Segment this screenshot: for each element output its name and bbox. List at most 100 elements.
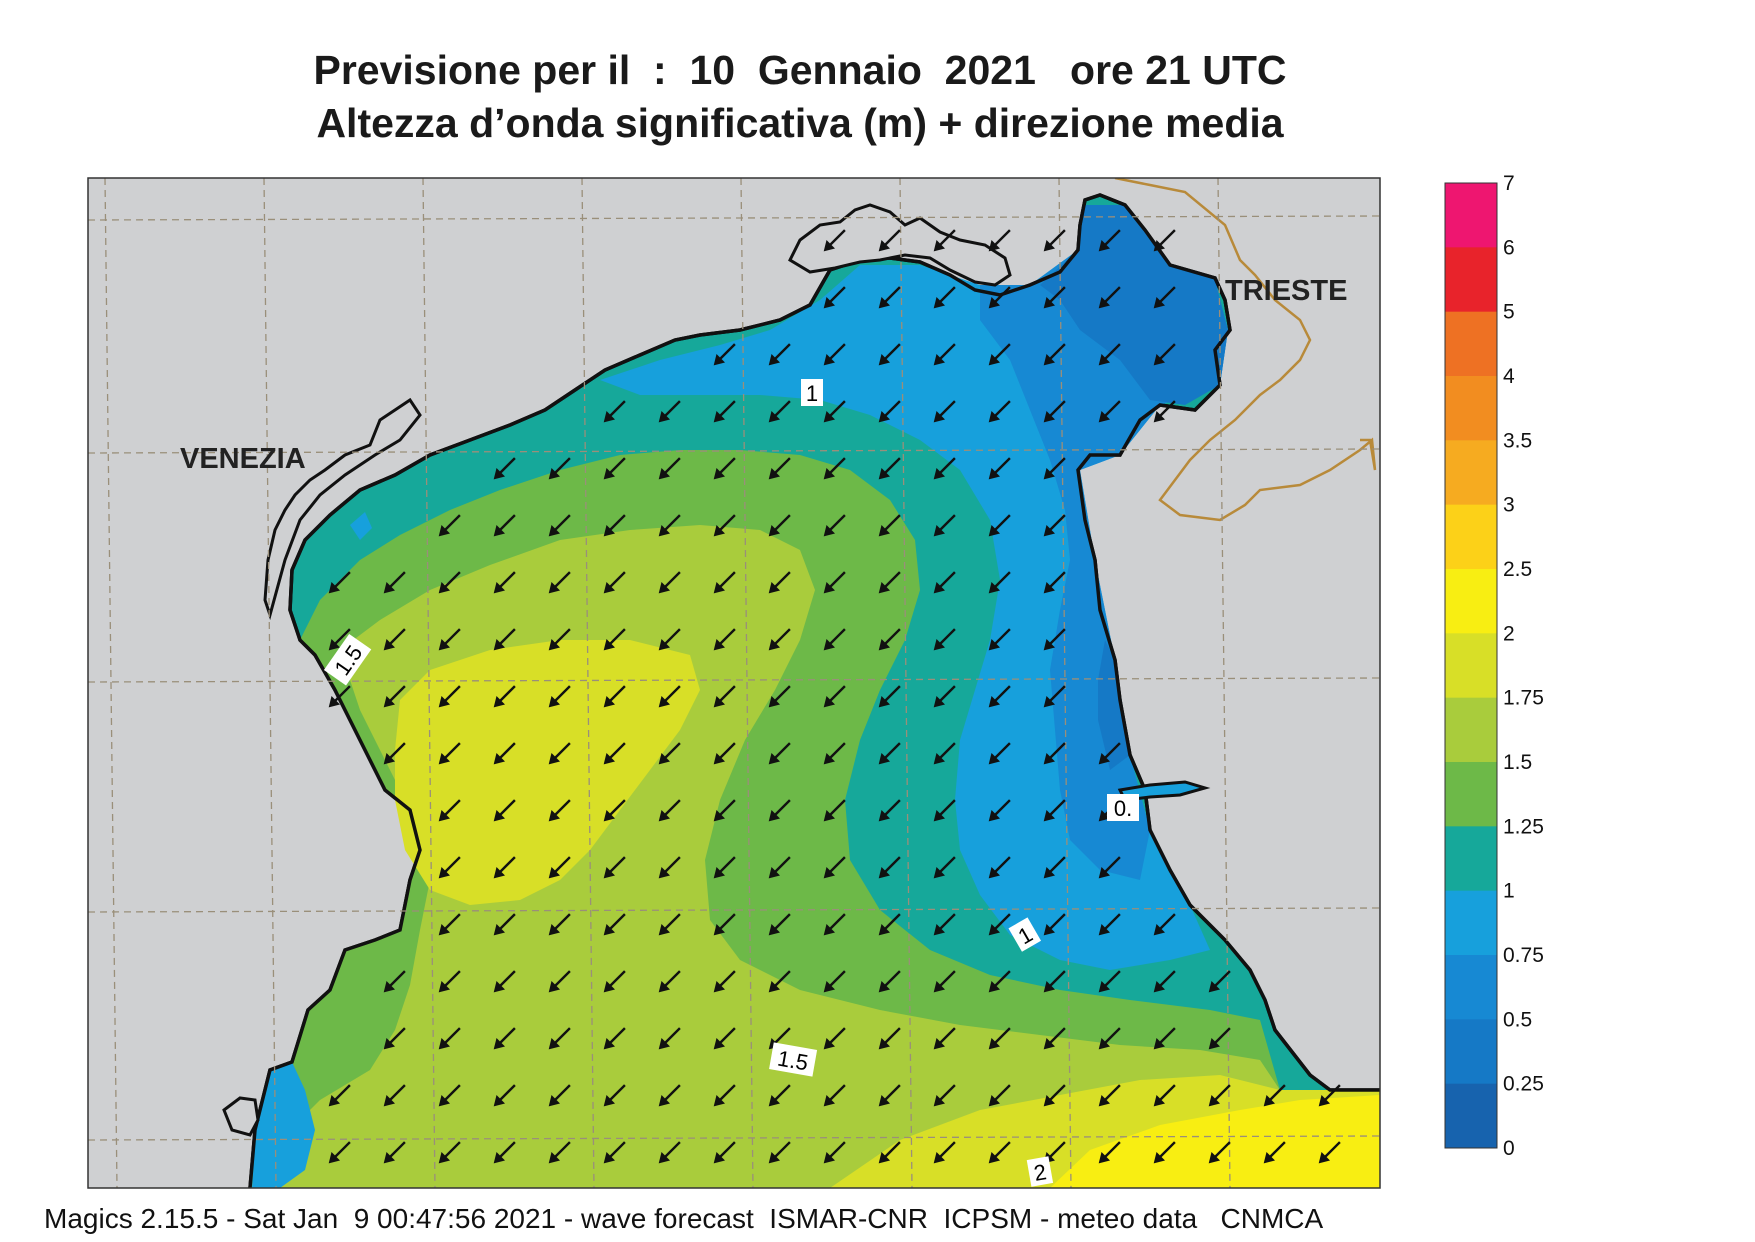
- wave-direction-arrows: [328, 229, 1341, 1164]
- wave-arrow: [823, 229, 846, 252]
- wave-arrow: [493, 457, 516, 480]
- wave-arrow: [383, 628, 406, 651]
- wave-arrow: [603, 913, 626, 936]
- wave-arrow: [603, 571, 626, 594]
- wave-arrow: [988, 799, 1011, 822]
- wave-arrow: [603, 685, 626, 708]
- wave-zone-0.25-east: [1098, 640, 1130, 770]
- national-border: [1114, 178, 1377, 522]
- wave-arrow: [823, 685, 846, 708]
- wave-arrow: [548, 799, 571, 822]
- wave-arrow: [493, 970, 516, 993]
- wave-arrow: [548, 913, 571, 936]
- wave-arrow: [988, 1027, 1011, 1050]
- colorbar-tick-label: 1: [1503, 880, 1515, 903]
- colorbar-swatch: [1445, 247, 1497, 313]
- wave-arrow: [933, 970, 956, 993]
- wave-arrow: [1043, 1027, 1066, 1050]
- wave-arrow: [878, 970, 901, 993]
- wave-arrow: [1153, 400, 1176, 423]
- wave-arrow: [1263, 1141, 1286, 1164]
- wave-arrow: [988, 1084, 1011, 1107]
- wave-arrow: [878, 1141, 901, 1164]
- colorbar-swatch: [1445, 376, 1497, 441]
- wave-arrow: [438, 970, 461, 993]
- map-title-line1: Previsione per il : 10 Gennaio 2021 ore …: [313, 47, 1287, 93]
- wave-arrow: [878, 343, 901, 366]
- colorbar-swatch: [1445, 440, 1497, 506]
- wave-arrow: [1098, 1084, 1121, 1107]
- wave-arrow: [438, 799, 461, 822]
- wave-arrow: [988, 229, 1011, 252]
- colorbar-tick-label: 1.75: [1503, 687, 1544, 710]
- colorbar-swatch: [1445, 311, 1497, 377]
- wave-arrow: [658, 1084, 681, 1107]
- svg-text:0.: 0.: [1114, 796, 1132, 821]
- wave-arrow: [658, 799, 681, 822]
- colorbar-tick-label: 5: [1503, 301, 1515, 324]
- wave-arrow: [658, 514, 681, 537]
- wave-arrow: [823, 400, 846, 423]
- city-label-venezia: VENEZIA: [180, 443, 306, 475]
- colorbar-tick-label: 6: [1503, 236, 1515, 259]
- wave-arrow: [878, 457, 901, 480]
- wave-arrow: [988, 1141, 1011, 1164]
- wave-arrow: [823, 1141, 846, 1164]
- wave-arrow: [823, 628, 846, 651]
- wave-arrow: [383, 1141, 406, 1164]
- colorbar-swatch: [1445, 1019, 1497, 1085]
- wave-arrow: [548, 628, 571, 651]
- wave-arrow: [603, 1027, 626, 1050]
- wave-arrow: [988, 286, 1011, 309]
- wave-arrow: [823, 286, 846, 309]
- wave-arrow: [548, 1084, 571, 1107]
- venice-lagoon: [263, 397, 422, 621]
- wave-arrow: [713, 970, 736, 993]
- colorbar-tick-label: 7: [1503, 172, 1515, 195]
- wave-arrow: [1153, 286, 1176, 309]
- wave-arrow: [933, 400, 956, 423]
- wave-arrow: [1098, 400, 1121, 423]
- wave-arrow: [988, 343, 1011, 366]
- meridian-line: [1217, 178, 1231, 1188]
- wave-arrow: [438, 856, 461, 879]
- wave-arrow: [713, 1027, 736, 1050]
- wave-arrow: [933, 457, 956, 480]
- wave-arrow: [823, 913, 846, 936]
- wave-arrow: [713, 913, 736, 936]
- wave-arrow: [1098, 913, 1121, 936]
- wave-arrow: [1098, 856, 1121, 879]
- colorbar-tick-label: 1.25: [1503, 815, 1544, 838]
- wave-arrow: [438, 685, 461, 708]
- wave-arrow: [878, 628, 901, 651]
- wave-arrow: [768, 400, 791, 423]
- wave-arrow: [438, 514, 461, 537]
- colorbar-tick-label: 0.25: [1503, 1073, 1544, 1096]
- wave-arrow: [1098, 229, 1121, 252]
- wave-arrow: [878, 571, 901, 594]
- wave-arrow: [988, 400, 1011, 423]
- wave-zone-0.25: [1040, 205, 1228, 405]
- wave-arrow: [1043, 913, 1066, 936]
- wave-arrow: [768, 514, 791, 537]
- wave-arrow: [1153, 343, 1176, 366]
- wave-arrow: [1153, 1027, 1176, 1050]
- colorbar-tick-label: 0.5: [1503, 1008, 1532, 1031]
- wave-arrow: [878, 400, 901, 423]
- wave-zone-0.75-venice: [350, 512, 372, 540]
- wave-arrow: [493, 742, 516, 765]
- wave-arrow: [1043, 1084, 1066, 1107]
- wave-arrow: [988, 970, 1011, 993]
- colorbar-swatch: [1445, 633, 1497, 699]
- wave-arrow: [493, 628, 516, 651]
- wave-arrow: [823, 1084, 846, 1107]
- wave-arrow: [383, 742, 406, 765]
- wave-arrow: [988, 856, 1011, 879]
- wave-arrow: [548, 1027, 571, 1050]
- wave-arrow: [768, 913, 791, 936]
- wave-arrow: [1043, 400, 1066, 423]
- wave-arrow: [933, 1084, 956, 1107]
- contour-label-1-east: 1: [1008, 917, 1042, 952]
- wave-arrow: [1153, 1084, 1176, 1107]
